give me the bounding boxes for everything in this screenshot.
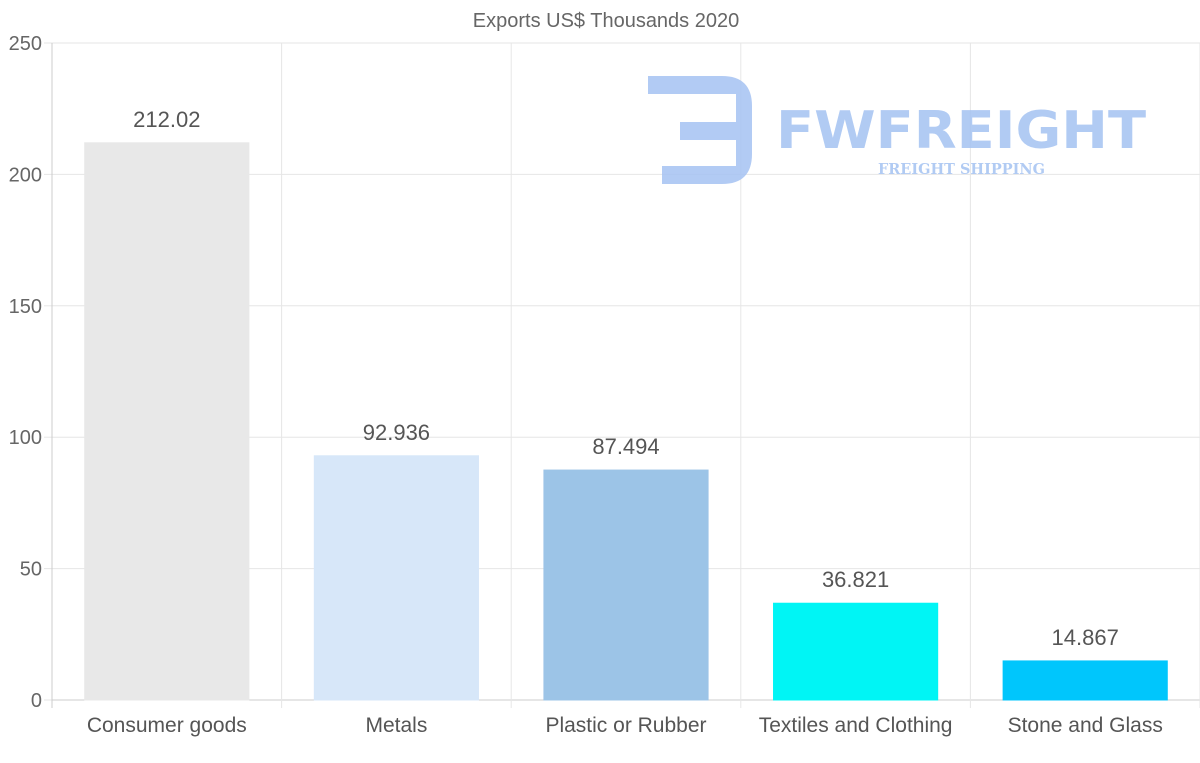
x-tick-label: Metals bbox=[365, 714, 427, 737]
bar-consumer-goods bbox=[84, 142, 250, 701]
bar-value-label: 36.821 bbox=[822, 567, 889, 592]
x-tick-label: Textiles and Clothing bbox=[759, 714, 953, 737]
bar-value-label: 14.867 bbox=[1052, 625, 1119, 650]
y-tick-label: 50 bbox=[20, 559, 42, 581]
bar-value-label: 92.936 bbox=[363, 420, 430, 445]
bar-stone-and-glass bbox=[1002, 660, 1168, 701]
bar-plastic-or-rubber bbox=[543, 469, 709, 701]
bar-metals bbox=[313, 455, 479, 701]
x-tick-label: Plastic or Rubber bbox=[545, 714, 706, 737]
y-tick-label: 200 bbox=[9, 164, 42, 186]
y-tick-label: 250 bbox=[9, 33, 42, 55]
bars-layer: 212.02 Consumer goods 92.936 Metals 87.494 Pl… bbox=[84, 107, 1168, 737]
x-tick-label: Stone and Glass bbox=[1008, 714, 1163, 737]
y-tick-label: 100 bbox=[9, 427, 42, 449]
chart-title: Exports US$ Thousands 2020 bbox=[473, 10, 739, 32]
watermark-tagline: FREIGHT SHIPPING bbox=[878, 160, 1045, 178]
y-tick-label: 0 bbox=[31, 690, 42, 712]
bar-value-label: 87.494 bbox=[592, 434, 659, 459]
bar-textiles-and-clothing bbox=[773, 602, 939, 701]
bar-value-label: 212.02 bbox=[133, 107, 200, 132]
x-tick-label: Consumer goods bbox=[87, 714, 247, 737]
y-tick-label: 150 bbox=[9, 296, 42, 318]
watermark-logo: FWFREIGHT FREIGHT SHIPPING bbox=[648, 76, 1147, 184]
watermark-logo-icon bbox=[648, 76, 752, 184]
watermark-brand: FWFREIGHT bbox=[776, 101, 1147, 161]
